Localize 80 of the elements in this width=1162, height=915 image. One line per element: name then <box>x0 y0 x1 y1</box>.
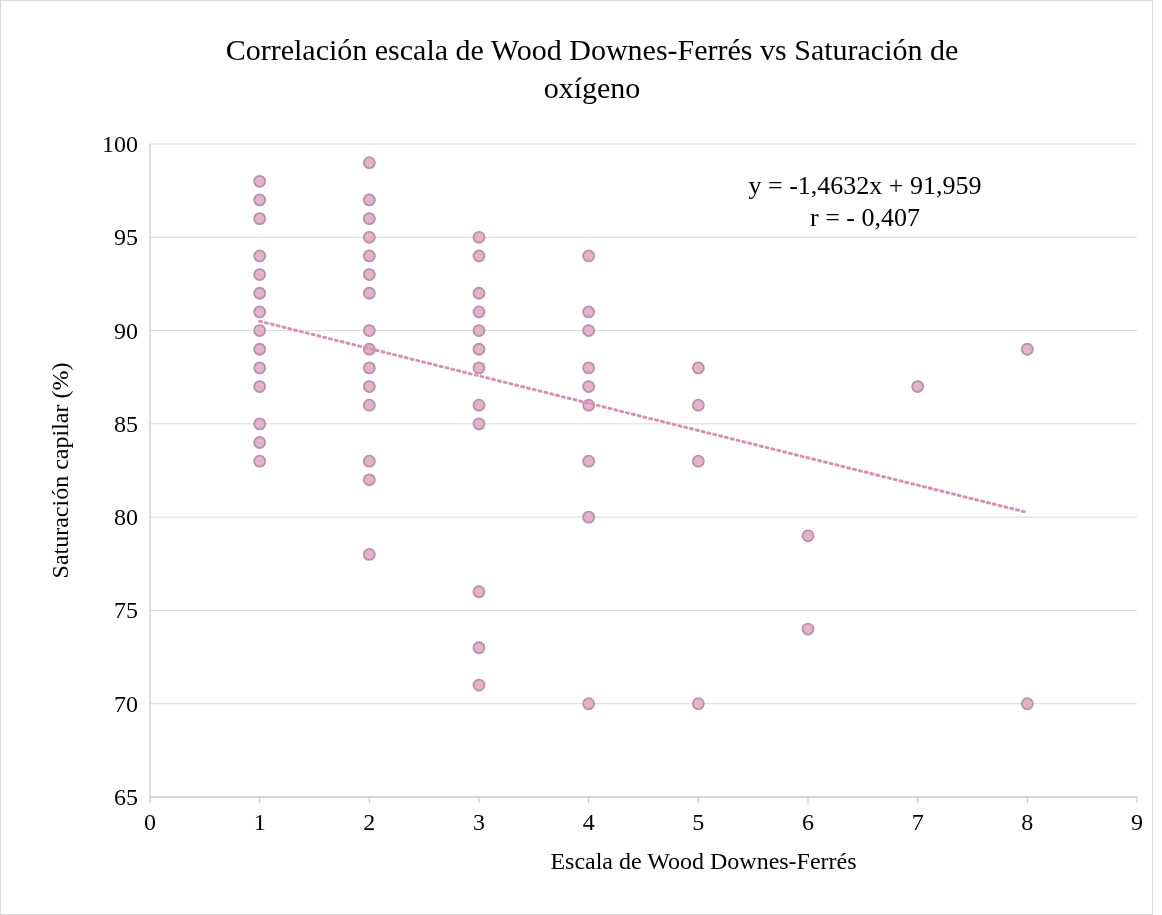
y-axis-title: Saturación capilar (%) <box>47 362 73 579</box>
point <box>362 473 376 487</box>
point <box>582 324 596 337</box>
point <box>472 249 486 263</box>
point <box>911 380 925 393</box>
point <box>691 454 705 468</box>
point <box>472 398 486 412</box>
point <box>362 230 376 244</box>
chart-title: Correlación escala de Wood Downes-Ferrés vs Saturación de oxígeno <box>225 33 959 104</box>
point <box>362 212 376 226</box>
annotation: r = - 0,407 <box>810 203 920 232</box>
y-tick-label: 100 <box>102 131 138 157</box>
y-tick-label: 80 <box>114 504 138 531</box>
point <box>253 436 267 449</box>
point <box>253 454 267 468</box>
y-tick-label: 65 <box>114 784 138 810</box>
point <box>253 417 267 431</box>
point <box>362 268 376 281</box>
point <box>253 193 267 207</box>
x-axis-title: Escala de Wood Downes-Ferrés <box>550 848 857 874</box>
point <box>362 398 376 412</box>
point <box>472 324 486 337</box>
point <box>472 361 486 375</box>
point <box>1020 697 1034 711</box>
x-tick-label: 8 <box>1021 809 1034 835</box>
x-tick-label: 2 <box>363 809 376 835</box>
point <box>472 230 486 244</box>
point <box>582 510 596 524</box>
point <box>253 268 267 281</box>
point <box>253 305 267 319</box>
y-tick-label: 70 <box>114 690 138 717</box>
x-tick-label: 0 <box>144 809 156 835</box>
x-tick-label: 1 <box>253 809 266 835</box>
point <box>691 361 705 375</box>
point <box>362 548 376 561</box>
point <box>253 249 267 263</box>
x-tick-label: 7 <box>911 809 924 835</box>
point <box>582 361 596 375</box>
point <box>362 156 376 170</box>
point <box>362 324 376 337</box>
point <box>582 454 596 468</box>
point <box>582 305 596 319</box>
point <box>253 286 267 300</box>
point <box>691 398 705 412</box>
y-tick-label: 95 <box>114 224 138 251</box>
point <box>362 193 376 207</box>
point <box>472 342 486 356</box>
point <box>472 417 486 431</box>
y-tick-label: 85 <box>114 410 138 437</box>
point <box>362 454 376 468</box>
point <box>253 174 267 188</box>
x-tick-label: 3 <box>473 809 485 835</box>
point <box>472 641 486 655</box>
annotation: y = -1,4632x + 91,959 <box>748 171 982 200</box>
point <box>691 697 705 711</box>
point <box>1020 342 1034 356</box>
point <box>253 380 267 393</box>
x-tick-label: 5 <box>692 809 705 835</box>
point <box>362 380 376 393</box>
point <box>582 249 596 263</box>
y-tick-label: 75 <box>114 597 138 624</box>
point <box>362 361 376 375</box>
point <box>582 697 596 711</box>
x-tick-label: 9 <box>1131 809 1143 835</box>
point <box>472 678 486 692</box>
point <box>253 212 267 226</box>
point <box>253 361 267 375</box>
point <box>472 286 486 300</box>
x-tick-label: 6 <box>802 809 814 835</box>
point <box>253 342 267 356</box>
point <box>582 380 596 393</box>
point <box>362 249 376 263</box>
y-tick-label: 90 <box>114 317 138 344</box>
x-tick-label: 4 <box>582 809 595 835</box>
point <box>801 622 815 636</box>
point <box>472 585 486 599</box>
point <box>362 286 376 300</box>
point <box>801 529 815 543</box>
point <box>253 324 267 337</box>
point <box>472 305 486 319</box>
